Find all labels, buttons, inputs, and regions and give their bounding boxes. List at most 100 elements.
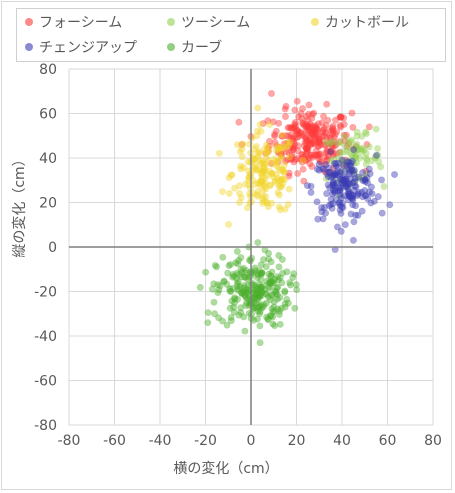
data-point xyxy=(252,267,260,275)
data-point xyxy=(255,280,263,288)
data-point xyxy=(365,165,373,173)
data-point xyxy=(338,174,346,182)
data-point xyxy=(272,127,280,135)
data-point xyxy=(291,140,299,148)
data-point xyxy=(345,192,353,200)
data-point xyxy=(322,161,330,169)
data-point xyxy=(274,189,282,197)
data-point xyxy=(336,206,344,214)
data-point xyxy=(307,182,315,190)
data-point xyxy=(279,175,287,183)
data-point xyxy=(378,209,386,217)
data-point xyxy=(263,313,271,321)
data-point xyxy=(261,160,269,168)
data-point xyxy=(255,293,263,301)
data-point xyxy=(294,133,302,141)
y-tick-labels: 80 60 40 20 0 -20 -40 -60 -80 xyxy=(34,62,57,434)
data-point xyxy=(342,183,350,191)
data-point xyxy=(255,148,263,156)
data-point xyxy=(279,180,287,188)
data-point xyxy=(296,128,304,136)
data-point xyxy=(260,197,268,205)
data-point xyxy=(243,204,251,212)
data-point xyxy=(349,191,357,199)
data-point xyxy=(298,158,306,166)
data-point xyxy=(301,153,309,161)
data-point xyxy=(267,159,275,167)
data-point xyxy=(338,159,346,167)
data-point xyxy=(318,132,326,140)
data-point xyxy=(327,157,335,165)
data-point xyxy=(331,142,339,150)
data-point xyxy=(272,158,280,166)
data-point xyxy=(259,159,267,167)
data-point xyxy=(258,288,266,296)
data-point xyxy=(211,310,219,318)
data-point xyxy=(259,180,267,188)
data-point xyxy=(235,271,243,279)
data-point xyxy=(232,259,240,267)
data-point xyxy=(266,121,274,129)
data-point xyxy=(352,146,360,154)
data-point xyxy=(251,159,259,167)
data-point xyxy=(338,156,346,164)
data-point xyxy=(311,125,319,133)
data-point xyxy=(263,149,271,157)
legend-item-four-seam: フォーシーム xyxy=(25,12,122,32)
data-point xyxy=(262,290,270,298)
data-point xyxy=(276,293,284,301)
data-point xyxy=(320,124,328,132)
data-point xyxy=(255,303,263,311)
data-point xyxy=(279,269,287,277)
data-point xyxy=(266,283,274,291)
data-point xyxy=(279,166,287,174)
data-point xyxy=(374,144,382,152)
data-point xyxy=(263,277,271,285)
data-point xyxy=(310,109,318,117)
data-point xyxy=(292,122,300,130)
data-point xyxy=(310,127,318,135)
data-point xyxy=(308,114,316,122)
data-point xyxy=(361,192,369,200)
data-point xyxy=(279,144,287,152)
data-point xyxy=(257,181,265,189)
data-point xyxy=(237,162,245,170)
data-point xyxy=(226,287,234,295)
data-point xyxy=(237,309,245,317)
data-point xyxy=(253,166,261,174)
data-point xyxy=(284,299,292,307)
data-point xyxy=(342,175,350,183)
data-point xyxy=(231,184,239,192)
data-point xyxy=(254,104,262,112)
data-point xyxy=(275,307,283,315)
data-point xyxy=(348,166,356,174)
data-point xyxy=(348,166,356,174)
data-point xyxy=(257,302,265,310)
data-point xyxy=(319,128,327,136)
data-point xyxy=(336,113,344,121)
data-point xyxy=(254,287,262,295)
data-point xyxy=(276,182,284,190)
data-point xyxy=(325,169,333,177)
data-point xyxy=(336,137,344,145)
data-point xyxy=(346,143,354,151)
data-point xyxy=(337,123,345,131)
data-point xyxy=(336,113,344,121)
data-point xyxy=(262,299,270,307)
data-point xyxy=(333,128,341,136)
data-point xyxy=(255,156,263,164)
data-point xyxy=(256,290,264,298)
data-point xyxy=(210,280,218,288)
data-point xyxy=(223,280,231,288)
data-point xyxy=(310,140,318,148)
data-point xyxy=(349,179,357,187)
data-point xyxy=(271,132,279,140)
data-point xyxy=(347,167,355,175)
data-point xyxy=(265,249,273,257)
data-point xyxy=(268,305,276,313)
data-point xyxy=(252,299,260,307)
data-point xyxy=(258,269,266,277)
data-point xyxy=(237,265,245,273)
data-point xyxy=(289,145,297,153)
data-point xyxy=(225,189,233,197)
